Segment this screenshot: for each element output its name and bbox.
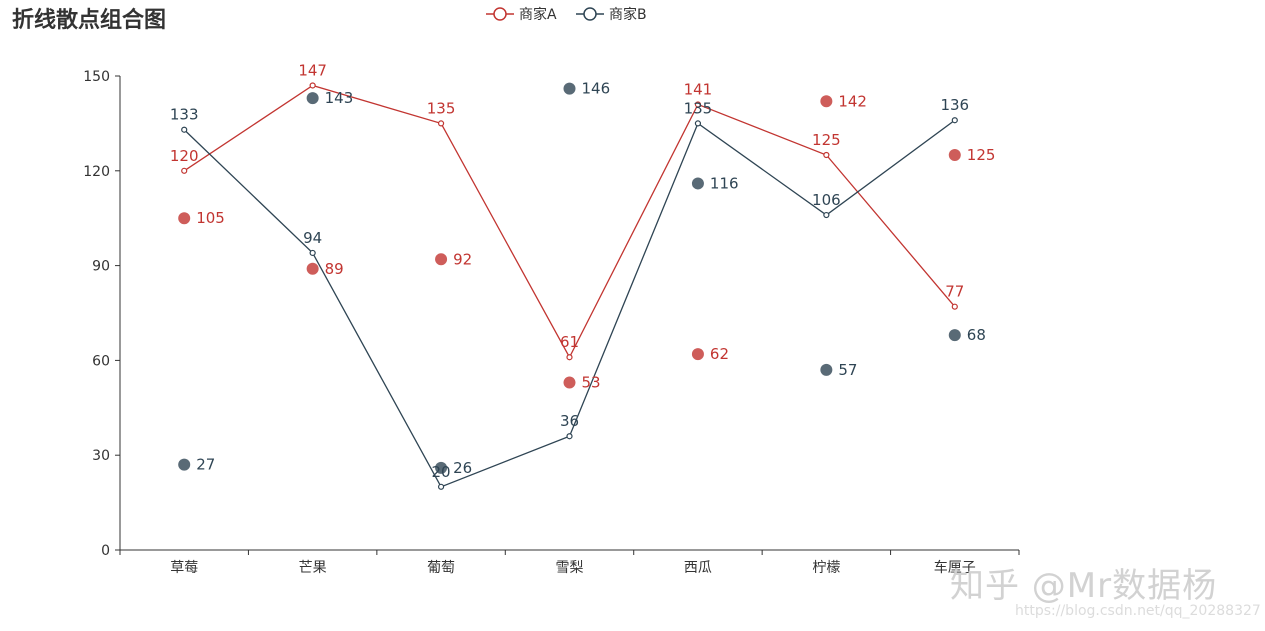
line-data-label: 94 — [303, 229, 322, 247]
scatter-point[interactable] — [306, 262, 319, 275]
line-point[interactable] — [566, 354, 573, 361]
scatter-data-label: 27 — [196, 456, 215, 474]
watermark-url: https://blog.csdn.net/qq_20288327 — [1015, 603, 1261, 619]
legend-marker-icon — [583, 7, 597, 21]
line-point[interactable] — [309, 249, 316, 257]
scatter-data-label: 143 — [325, 89, 354, 107]
y-tick-label: 150 — [83, 69, 110, 85]
scatter-data-label: 68 — [967, 326, 986, 344]
series-line — [183, 84, 956, 359]
scatter-point[interactable] — [820, 95, 833, 108]
scatter-data-label: 89 — [325, 260, 344, 278]
line-data-label: 61 — [560, 333, 579, 351]
scatter-data-label: 57 — [838, 361, 857, 379]
line-point[interactable] — [823, 211, 830, 219]
line-point[interactable] — [437, 483, 445, 490]
series-line — [183, 119, 956, 488]
y-tick-label: 30 — [92, 448, 110, 464]
scatter-point[interactable] — [178, 212, 191, 225]
line-point[interactable] — [181, 126, 188, 133]
scatter-point[interactable] — [691, 177, 704, 190]
x-tick-label: 西瓜 — [684, 560, 712, 576]
x-tick-label: 草莓 — [170, 560, 198, 576]
scatter-data-label: 105 — [196, 209, 225, 227]
line-data-label: 77 — [945, 283, 964, 301]
legend-item-商家A[interactable]: 商家A — [486, 6, 557, 23]
x-tick-label: 葡萄 — [427, 560, 455, 576]
line-data-label: 133 — [170, 106, 199, 124]
plot-area: 105 89 92 53 62 142 125 27 143 26 146 116 57 68 120 147… — [170, 61, 996, 490]
line-data-label: 147 — [298, 61, 327, 79]
line-point[interactable] — [566, 433, 573, 440]
scatter-point[interactable] — [691, 348, 704, 361]
line-point[interactable] — [437, 120, 445, 127]
scatter-point[interactable] — [435, 461, 448, 474]
line-point[interactable] — [951, 117, 958, 124]
scatter-point[interactable] — [435, 253, 448, 266]
line-data-label: 120 — [170, 147, 199, 165]
y-tick-label: 120 — [83, 164, 110, 180]
line-data-label: 20 — [432, 463, 451, 481]
x-tick-label: 柠檬 — [812, 560, 840, 576]
scatter-data-label: 53 — [582, 374, 601, 392]
y-tick-label: 90 — [92, 259, 110, 275]
scatter-point[interactable] — [306, 92, 319, 105]
x-tick-label: 芒果 — [299, 560, 327, 576]
x-tick-label: 雪梨 — [556, 560, 584, 576]
line-data-label: 135 — [684, 99, 713, 117]
line-data-label: 36 — [560, 412, 579, 430]
line-data-label: 141 — [684, 80, 713, 98]
watermark-text: 知乎 @Mr数据杨 — [950, 566, 1218, 606]
scatter-point[interactable] — [820, 363, 833, 376]
axes: 0 30 60 90 120 150 草莓 芒果 葡萄 雪梨 西瓜 柠檬 车厘子 — [83, 69, 1020, 576]
y-tick-label: 60 — [92, 353, 110, 369]
line-point[interactable] — [951, 303, 958, 310]
line-point[interactable] — [694, 101, 702, 108]
line-data-label: 135 — [427, 99, 456, 117]
legend-label: 商家A — [519, 6, 557, 23]
scatter-data-label: 146 — [582, 80, 611, 98]
line-data-label: 125 — [812, 131, 841, 149]
scatter-point[interactable] — [563, 376, 576, 389]
legend-item-商家B[interactable]: 商家B — [576, 6, 647, 23]
scatter-data-label: 142 — [838, 92, 867, 110]
legend[interactable]: 商家A 商家B — [486, 6, 647, 23]
scatter-point[interactable] — [948, 149, 961, 161]
legend-marker-icon — [493, 7, 507, 21]
line-point[interactable] — [694, 120, 702, 127]
line-data-label: 136 — [940, 96, 969, 114]
chart-title: 折线散点组合图 — [12, 8, 167, 33]
y-tick-label: 0 — [101, 543, 110, 559]
legend-label: 商家B — [609, 6, 647, 23]
scatter-data-label: 92 — [453, 250, 472, 268]
scatter-point[interactable] — [948, 329, 961, 342]
x-tick-label: 车厘子 — [934, 559, 976, 576]
scatter-point[interactable] — [178, 458, 191, 471]
scatter-data-label: 26 — [453, 459, 472, 477]
line-point[interactable] — [309, 82, 316, 89]
scatter-data-label: 116 — [710, 174, 739, 192]
line-point[interactable] — [181, 167, 188, 174]
line-point[interactable] — [823, 151, 830, 159]
scatter-data-label: 62 — [710, 345, 729, 363]
scatter-point[interactable] — [563, 82, 576, 95]
scatter-data-label: 125 — [967, 146, 996, 164]
line-data-label: 106 — [812, 191, 841, 209]
